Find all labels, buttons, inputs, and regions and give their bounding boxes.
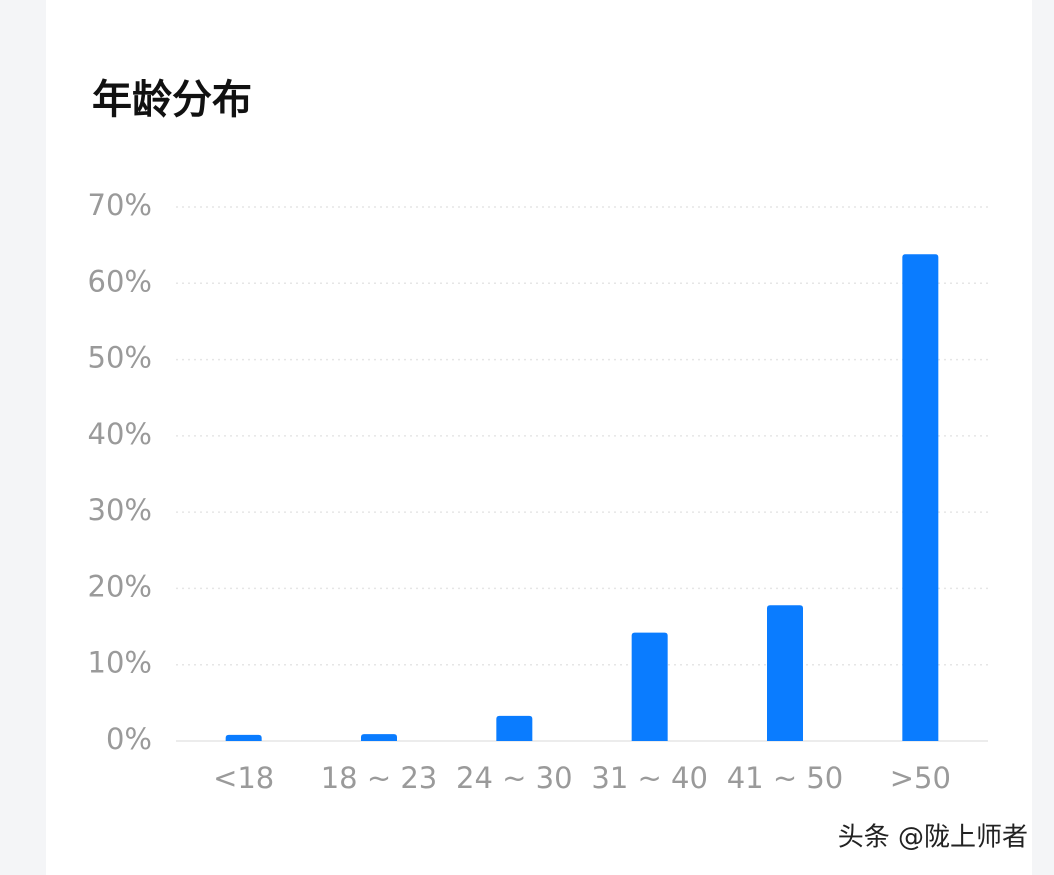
y-tick-label: 60%: [88, 264, 152, 298]
x-tick-label: <18: [213, 761, 274, 795]
x-tick-label: 24 ~ 30: [456, 761, 573, 795]
card: [46, 0, 1032, 875]
x-tick-label: 31 ~ 40: [591, 761, 708, 795]
bar: [361, 734, 397, 741]
y-tick-label: 50%: [88, 341, 152, 375]
bar: [225, 734, 262, 741]
bar: [496, 715, 533, 741]
y-tick-label: 0%: [106, 722, 152, 756]
y-tick-label: 30%: [88, 493, 152, 527]
bar: [902, 254, 939, 741]
x-tick-label: 41 ~ 50: [727, 761, 844, 795]
y-tick-label: 40%: [88, 417, 152, 451]
chart-title: 年龄分布: [92, 77, 252, 123]
bar: [631, 632, 668, 741]
y-tick-label: 10%: [88, 646, 152, 680]
y-tick-label: 20%: [88, 569, 152, 603]
x-tick-label: 18 ~ 23: [321, 761, 438, 795]
x-tick-label: >50: [890, 761, 951, 795]
y-tick-label: 70%: [88, 188, 152, 222]
watermark: 头条 @陇上师者: [838, 823, 1028, 853]
bar: [767, 605, 803, 741]
